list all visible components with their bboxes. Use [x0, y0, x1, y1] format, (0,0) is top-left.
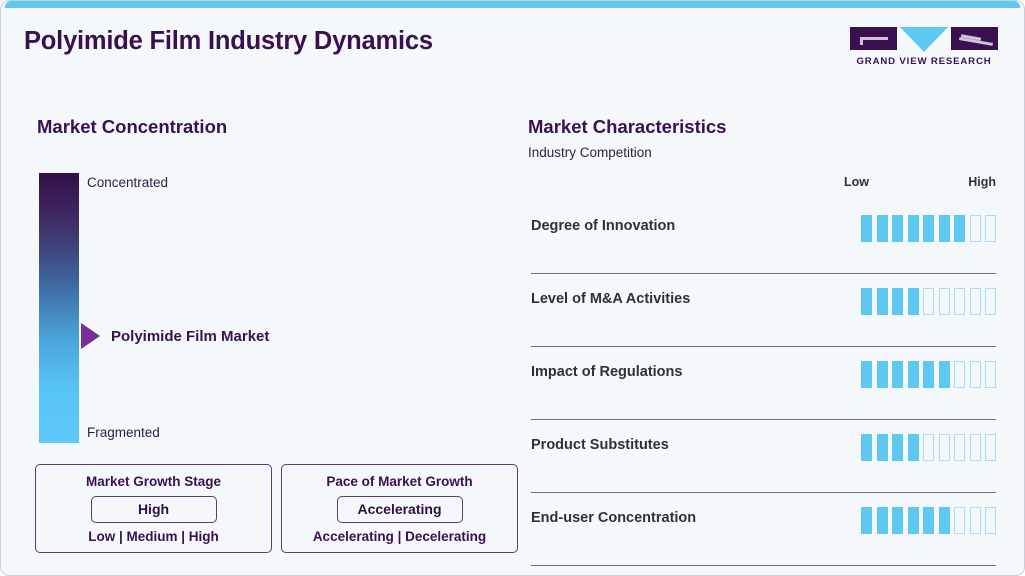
rating-bar-empty	[969, 507, 981, 534]
rating-scale-labels: Low High	[844, 175, 996, 189]
characteristic-label: End-user Concentration	[531, 510, 697, 526]
gradient-bar	[39, 173, 79, 443]
characteristic-label: Impact of Regulations	[531, 364, 683, 380]
rating-bar-empty	[969, 434, 981, 461]
rating-bar-empty	[969, 215, 981, 242]
rating-bar-filled	[907, 361, 919, 388]
card-title: Market Growth Stage	[85, 474, 222, 489]
characteristic-row: End-user Concentration	[531, 493, 996, 566]
rating-bars	[861, 347, 996, 388]
rating-bar-filled	[923, 361, 934, 388]
card-scale-options: Low | Medium | High	[88, 529, 219, 544]
rating-bar-empty	[954, 288, 965, 315]
market-position-label: Polyimide Film Market	[111, 327, 270, 345]
rating-bar-filled	[923, 507, 934, 534]
rating-bar-filled	[892, 215, 903, 242]
page-title: Polyimide Film Industry Dynamics	[24, 27, 433, 55]
rating-bar-filled	[923, 215, 934, 242]
characteristic-label: Degree of Innovation	[531, 218, 676, 234]
characteristic-row: Product Substitutes	[531, 420, 996, 493]
rating-bar-filled	[876, 507, 888, 534]
card-title: Pace of Market Growth	[326, 474, 473, 489]
triangle-pointer-icon	[81, 323, 100, 349]
scale-top-label: Concentrated	[87, 175, 169, 190]
rating-bar-filled	[892, 288, 903, 315]
row-divider	[531, 346, 996, 347]
logo-marks	[850, 27, 998, 52]
scale-low-label: Low	[844, 175, 869, 189]
rating-bar-empty	[923, 434, 934, 461]
rating-bar-empty	[985, 215, 996, 242]
rating-bar-empty	[954, 507, 965, 534]
rating-bar-filled	[861, 288, 872, 315]
rating-bar-filled	[876, 361, 888, 388]
market-characteristics-subheading: Industry Competition	[528, 145, 652, 160]
rating-bar-empty	[985, 288, 996, 315]
rating-bar-filled	[907, 434, 919, 461]
characteristic-row: Degree of Innovation	[531, 201, 996, 274]
rating-bar-filled	[892, 361, 903, 388]
logo-triangle-icon	[900, 27, 948, 52]
rating-bar-filled	[938, 215, 950, 242]
rating-bar-filled	[907, 288, 919, 315]
stat-card-group: Market Growth Stage High Low | Medium | …	[35, 464, 518, 553]
rating-bar-filled	[861, 507, 872, 534]
rating-bars	[861, 420, 996, 461]
row-divider	[531, 565, 996, 566]
market-characteristics-heading: Market Characteristics	[528, 116, 727, 137]
rating-bar-filled	[861, 434, 872, 461]
rating-bar-filled	[876, 215, 888, 242]
market-position-marker: Polyimide Film Market	[81, 323, 269, 349]
rating-bar-filled	[938, 507, 950, 534]
rating-bar-empty	[969, 361, 981, 388]
row-divider	[531, 419, 996, 420]
row-divider	[531, 492, 996, 493]
logo-right-rect-icon	[951, 27, 998, 50]
concentration-gradient-scale	[39, 173, 79, 443]
brand-logo: GRAND VIEW RESEARCH	[850, 27, 998, 67]
rating-bar-filled	[861, 215, 872, 242]
card-value-badge: Accelerating	[336, 496, 463, 523]
row-divider	[531, 273, 996, 274]
rating-bar-filled	[892, 434, 903, 461]
rating-bar-empty	[954, 434, 965, 461]
rating-bars	[861, 274, 996, 315]
rating-bar-filled	[861, 361, 872, 388]
rating-bar-empty	[954, 361, 965, 388]
card-scale-options: Accelerating | Decelerating	[312, 529, 487, 544]
scale-bottom-label: Fragmented	[87, 425, 160, 440]
characteristic-label: Level of M&A Activities	[531, 291, 691, 307]
characteristics-list: Degree of Innovation Level of M&A Activit…	[531, 201, 996, 566]
market-growth-stage-card: Market Growth Stage High Low | Medium | …	[35, 464, 272, 553]
rating-bar-empty	[923, 288, 934, 315]
rating-bar-filled	[907, 215, 919, 242]
market-concentration-heading: Market Concentration	[37, 116, 228, 137]
characteristic-row: Impact of Regulations	[531, 347, 996, 420]
rating-bar-empty	[985, 361, 996, 388]
rating-bars	[861, 201, 996, 242]
characteristic-label: Product Substitutes	[531, 437, 669, 453]
top-accent-bar	[5, 1, 1020, 8]
rating-bar-filled	[876, 434, 888, 461]
logo-wordmark: GRAND VIEW RESEARCH	[856, 56, 992, 67]
rating-bar-filled	[907, 507, 919, 534]
rating-bar-empty	[938, 288, 950, 315]
characteristic-row: Level of M&A Activities	[531, 274, 996, 347]
rating-bar-filled	[938, 361, 950, 388]
rating-bar-empty	[985, 434, 996, 461]
rating-bar-filled	[892, 507, 903, 534]
pace-of-market-growth-card: Pace of Market Growth Accelerating Accel…	[281, 464, 518, 553]
logo-left-rect-icon	[850, 27, 897, 50]
rating-bars	[861, 493, 996, 534]
rating-bar-filled	[876, 288, 888, 315]
rating-bar-filled	[954, 215, 965, 242]
rating-bar-empty	[985, 507, 996, 534]
rating-bar-empty	[938, 434, 950, 461]
card-value-badge: High	[90, 496, 217, 523]
rating-bar-empty	[969, 288, 981, 315]
scale-high-label: High	[968, 175, 996, 189]
